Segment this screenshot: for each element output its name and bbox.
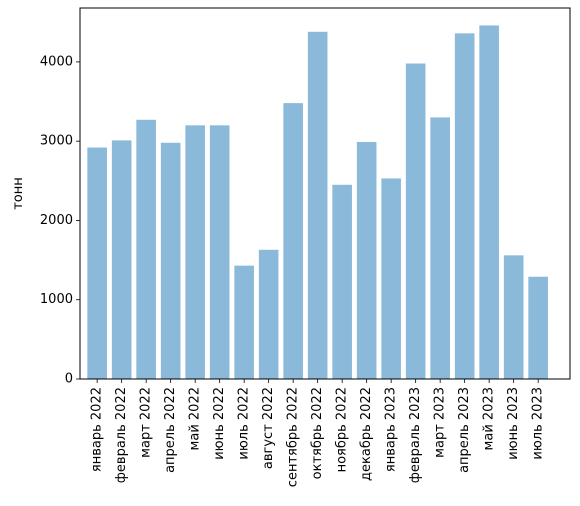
x-tick-label: январь 2023 bbox=[384, 387, 399, 472]
x-tick-label: июнь 2022 bbox=[212, 387, 227, 460]
bar bbox=[307, 31, 328, 380]
bar bbox=[528, 276, 548, 379]
bar bbox=[283, 103, 303, 379]
x-tick-label: октябрь 2022 bbox=[310, 387, 325, 479]
x-tick-label: май 2022 bbox=[188, 387, 203, 450]
x-tick-label: апрель 2023 bbox=[457, 387, 472, 473]
bar bbox=[209, 125, 230, 379]
bar bbox=[185, 125, 205, 379]
y-axis-label: тонн bbox=[11, 177, 26, 210]
y-tick-label: 2000 bbox=[40, 213, 73, 228]
bar bbox=[258, 249, 279, 379]
x-tick-label: январь 2022 bbox=[90, 387, 105, 472]
x-tick-label: февраль 2022 bbox=[114, 387, 129, 483]
x-tick-label: июль 2023 bbox=[531, 387, 546, 460]
bar bbox=[111, 140, 132, 379]
x-tick-label: август 2022 bbox=[261, 387, 276, 469]
y-tick-label: 4000 bbox=[40, 54, 73, 69]
bar bbox=[356, 141, 377, 379]
bars-group bbox=[87, 25, 548, 380]
y-tick-label: 0 bbox=[65, 372, 73, 387]
x-tick-label: июнь 2023 bbox=[506, 387, 521, 460]
bar bbox=[87, 147, 107, 379]
x-tick-label: сентябрь 2022 bbox=[286, 387, 301, 487]
bar bbox=[479, 25, 499, 379]
x-tick-label: ноябрь 2022 bbox=[335, 387, 350, 472]
x-tick-label: март 2022 bbox=[139, 387, 154, 458]
bar bbox=[405, 63, 426, 380]
bar bbox=[503, 255, 524, 379]
bar bbox=[430, 117, 450, 380]
x-tick-label: май 2023 bbox=[482, 387, 497, 450]
bar bbox=[332, 184, 352, 379]
x-tick-label: февраль 2023 bbox=[408, 387, 423, 483]
plot-frame bbox=[79, 7, 571, 380]
bar bbox=[234, 265, 254, 379]
x-tick-label: декабрь 2022 bbox=[359, 387, 374, 481]
y-tick-label: 3000 bbox=[40, 134, 73, 149]
x-tick-label: март 2023 bbox=[433, 387, 448, 458]
bar bbox=[136, 119, 156, 379]
x-axis: январь 2022 февраль 2022 март 2022 апрель 2… bbox=[90, 379, 546, 487]
bar bbox=[160, 142, 181, 379]
bar bbox=[454, 33, 475, 380]
y-axis: 0 1000 2000 3000 4000 bbox=[40, 54, 80, 387]
x-tick-label: апрель 2022 bbox=[163, 387, 178, 473]
x-tick-label: июль 2022 bbox=[237, 387, 252, 460]
bar bbox=[381, 178, 401, 379]
y-tick-label: 1000 bbox=[40, 292, 73, 307]
